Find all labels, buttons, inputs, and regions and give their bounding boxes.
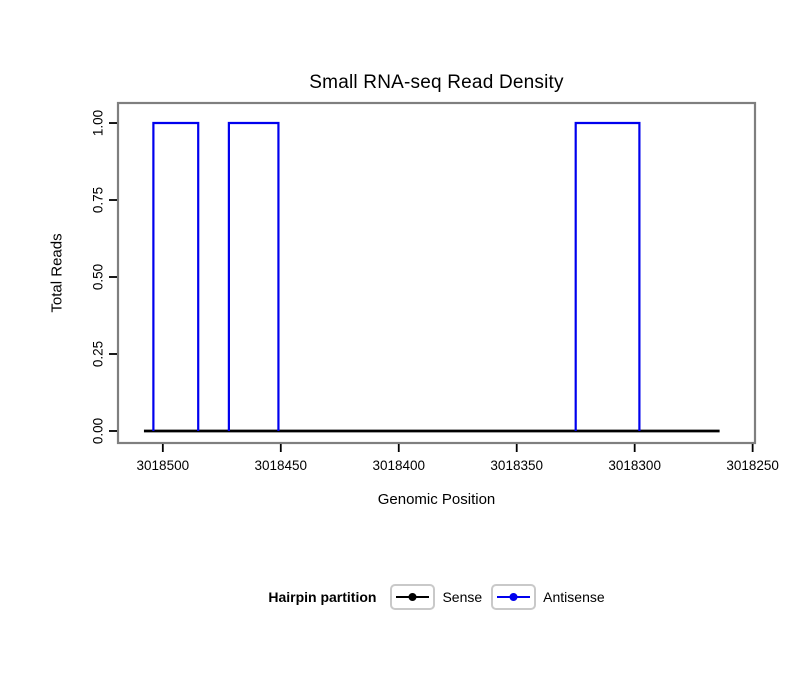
legend-key-antisense xyxy=(491,584,537,610)
sense-key-symbol xyxy=(396,593,430,601)
legend-label-antisense: Antisense xyxy=(543,589,605,605)
legend-title: Hairpin partition xyxy=(268,589,377,605)
y-tick-label: 0.50 xyxy=(91,264,106,290)
antisense-key-point-icon xyxy=(509,593,518,601)
x-tick-label: 3018450 xyxy=(255,458,308,473)
series-antisense-pulse xyxy=(227,121,280,431)
legend-key-sense xyxy=(390,584,436,610)
panel-border xyxy=(116,101,757,445)
y-axis-label: Total Reads xyxy=(48,233,66,313)
chart-title: Small RNA-seq Read Density xyxy=(309,72,564,93)
y-tick-label: 0.25 xyxy=(91,341,106,367)
y-tick-label: 1.00 xyxy=(91,110,106,136)
x-tick-label: 3018400 xyxy=(372,458,425,473)
x-axis-label: Genomic Position xyxy=(377,491,496,508)
antisense-key-symbol xyxy=(497,593,531,601)
x-tick-label: 3018500 xyxy=(137,458,190,473)
legend: Hairpin partition Sense Antisense xyxy=(118,582,755,612)
x-tick-label: 3018350 xyxy=(490,458,543,473)
series-antisense-pulse xyxy=(152,121,200,431)
y-tick-label: 0.75 xyxy=(91,187,106,213)
series-antisense-pulse xyxy=(574,121,641,431)
y-tick-label: 0.00 xyxy=(91,418,106,444)
legend-label-sense: Sense xyxy=(442,589,483,605)
sense-key-point-icon xyxy=(408,593,417,601)
x-tick-label: 3018250 xyxy=(726,458,779,473)
x-tick-label: 3018300 xyxy=(608,458,661,473)
